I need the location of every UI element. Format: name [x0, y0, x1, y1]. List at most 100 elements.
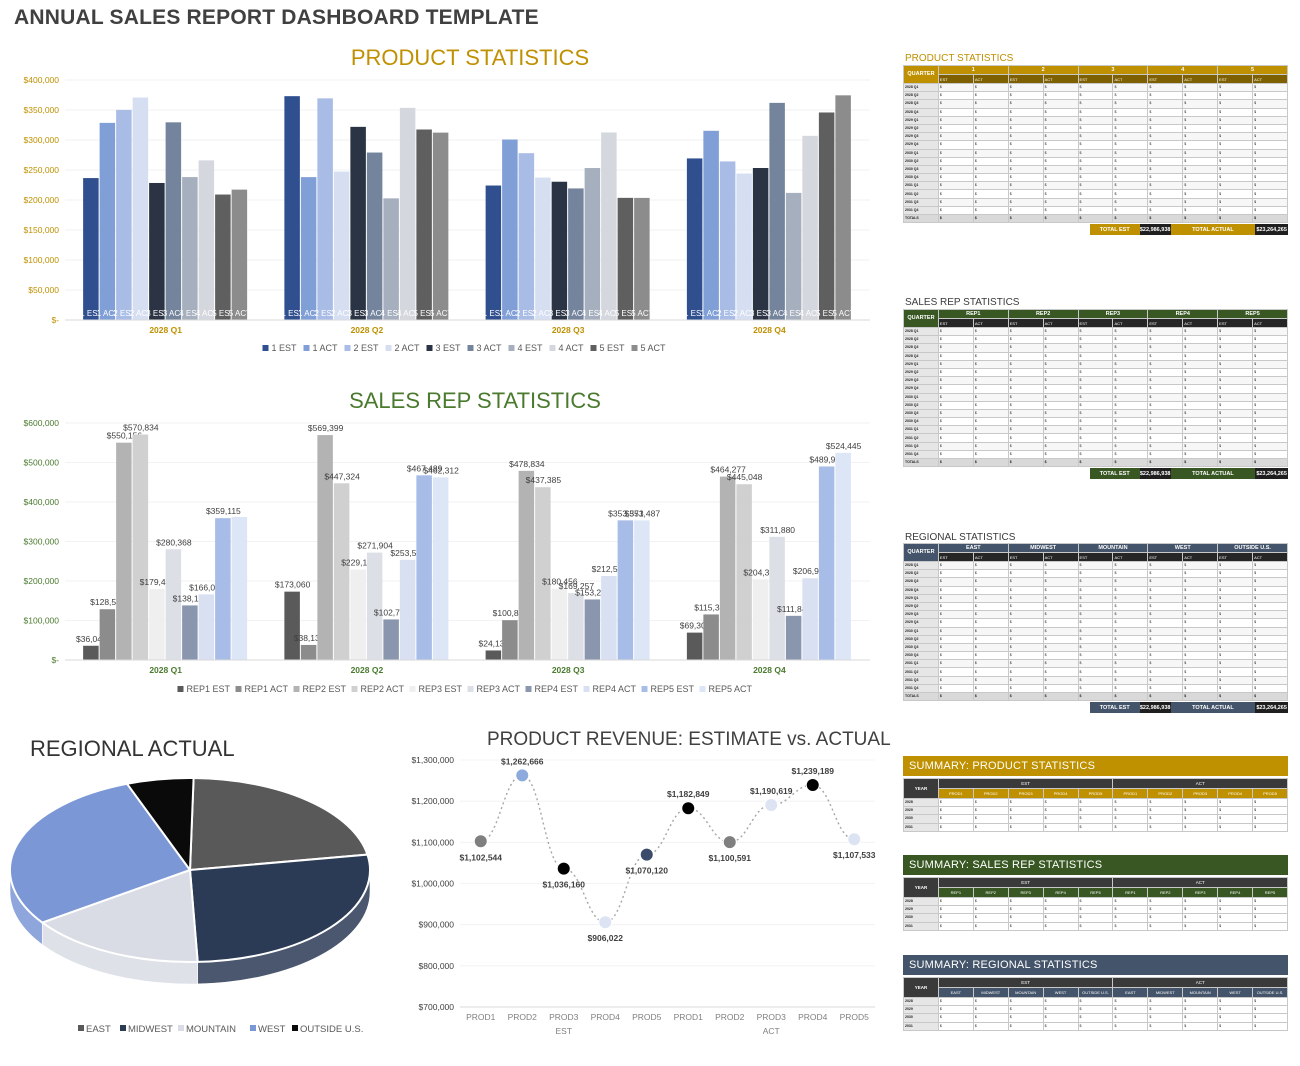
value-cell: $ [972, 115, 1009, 125]
value-cell: $ [1077, 585, 1114, 595]
bar [802, 135, 818, 320]
value-cell: $ [1007, 351, 1044, 361]
bar-label: 5 ACT [229, 309, 251, 318]
legend-swatch [385, 345, 392, 351]
bar-label: 3 ACT [163, 309, 185, 318]
data-label: $179,432 [140, 577, 176, 587]
value-cell: $ [1182, 408, 1219, 419]
value-cell: $ [1217, 335, 1254, 345]
group-header: MIDWEST [1007, 543, 1079, 553]
value-cell: $ [1217, 205, 1254, 216]
year-cell: 2031 [903, 921, 939, 931]
value-cell: $ [972, 449, 1009, 460]
value-cell: $ [1147, 651, 1184, 661]
value-cell: $ [972, 651, 1009, 661]
value-cell: $ [1182, 425, 1219, 435]
legend-swatch [467, 345, 474, 351]
bar-label: 2 ACT [331, 309, 353, 318]
sub-header: ACT [1252, 74, 1288, 84]
group-header: 2 [1007, 65, 1079, 75]
value-cell: $ [1077, 82, 1114, 93]
total-act-label: TOTAL ACTUAL [1170, 468, 1256, 480]
data-label: $115,337 [694, 602, 729, 612]
value-cell: $ [1007, 400, 1044, 410]
value-cell: $ [937, 326, 974, 337]
bar-label: 4 ACT [397, 309, 419, 318]
value-cell: $ [1077, 675, 1114, 685]
y-tick-label: $600,000 [24, 418, 60, 428]
product-statistics-chart: $- $50,000 $100,000 $150,000 $200,000 $250,00… [24, 75, 870, 353]
bar-label: 3 ACT [565, 309, 587, 318]
value-cell: $ [1182, 189, 1219, 199]
legend-label: EAST [86, 1024, 111, 1035]
value-cell: $ [1042, 1021, 1079, 1031]
sub-header: EST [1077, 318, 1114, 328]
value-cell: $ [1007, 173, 1044, 183]
value-cell: $ [937, 601, 974, 612]
value-cell: $ [1252, 400, 1288, 410]
value-cell: $ [1042, 814, 1079, 824]
group-header: EST [937, 977, 1114, 988]
value-cell: $ [1077, 189, 1114, 199]
value-cell: $ [937, 433, 974, 443]
value-cell: $ [1077, 610, 1114, 620]
value-cell: $ [1182, 148, 1219, 158]
value-cell: $ [937, 797, 974, 808]
value-cell: $ [937, 205, 974, 216]
value-cell: $ [1147, 626, 1184, 636]
value-cell: $ [1007, 181, 1044, 191]
value-cell: $ [972, 585, 1009, 595]
sub-header: EST [937, 318, 974, 328]
bar [198, 594, 215, 660]
summary-title: SUMMARY: REGIONAL STATISTICS [903, 955, 1288, 975]
data-point [473, 834, 488, 849]
value-cell: $ [1217, 408, 1254, 419]
total-cell: $ [1112, 457, 1149, 468]
data-label: $36,047 [76, 634, 107, 644]
legend-label: REP4 ACT [593, 684, 637, 694]
value-cell: $ [1252, 156, 1288, 166]
column-header: PROD3 [1007, 788, 1044, 799]
legend-label: 4 EST [518, 343, 544, 353]
value-cell: $ [1007, 675, 1044, 685]
value-cell: $ [937, 181, 974, 191]
value-cell: $ [1252, 659, 1288, 669]
bar [300, 644, 317, 660]
value-cell: $ [1182, 449, 1219, 460]
value-cell: $ [1147, 400, 1184, 410]
summary-title: SUMMARY: SALES REP STATISTICS [903, 855, 1288, 875]
column-header: REP1 [937, 887, 974, 898]
value-cell: $ [1217, 441, 1254, 451]
value-cell: $ [972, 593, 1009, 603]
data-label: $229,114 [341, 558, 376, 568]
value-cell: $ [1147, 585, 1184, 595]
legend-label: REP2 ACT [361, 684, 405, 694]
summary-table: YEAR EST ACT REP1 REP2 REP3 REP4 REP5 REP1 REP2 RE… [903, 877, 1288, 931]
bar [752, 579, 769, 660]
legend-label: 4 ACT [559, 343, 585, 353]
value-cell: $ [1182, 156, 1219, 166]
value-cell: $ [1217, 197, 1254, 207]
value-cell: $ [1112, 351, 1149, 361]
value-cell: $ [1182, 667, 1219, 677]
data-point [764, 798, 779, 813]
column-header: PROD3 [1182, 788, 1219, 799]
sub-header: ACT [1252, 552, 1288, 562]
group-header: REP4 [1147, 309, 1219, 319]
value-cell: $ [937, 569, 974, 579]
value-cell: $ [1182, 82, 1219, 93]
quarter-cell: 2029 Q2 [903, 123, 939, 134]
value-cell: $ [1147, 1013, 1184, 1023]
year-cell: 2030 [903, 913, 939, 923]
value-cell: $ [1217, 392, 1254, 402]
value-cell: $ [1252, 921, 1288, 931]
value-cell: $ [937, 634, 974, 644]
value-cell: $ [972, 905, 1009, 915]
sub-header: ACT [1112, 552, 1149, 562]
y-tick-label: $200,000 [24, 576, 60, 586]
value-cell: $ [1147, 408, 1184, 419]
bar [785, 615, 802, 660]
value-cell: $ [1042, 326, 1079, 337]
group-header: EAST [937, 543, 1009, 553]
group-header: MOUNTAIN [1077, 543, 1149, 553]
